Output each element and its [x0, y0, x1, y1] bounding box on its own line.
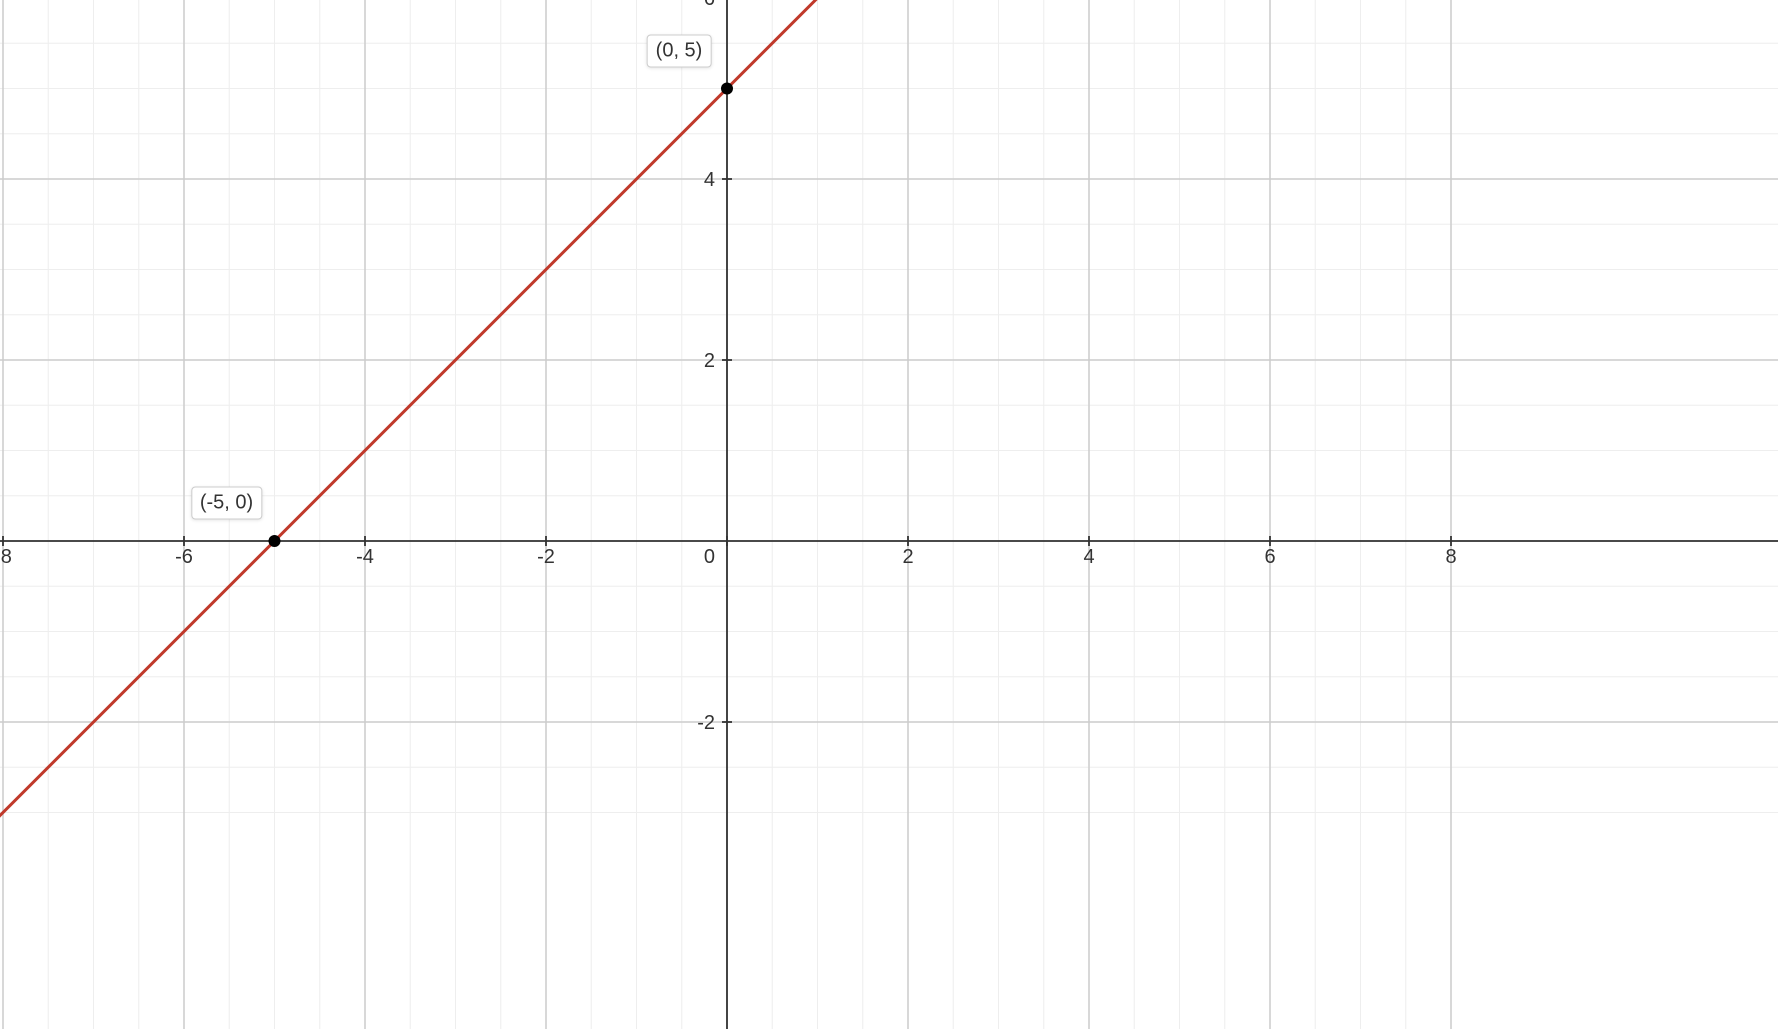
x-tick-label: -6 [175, 546, 193, 568]
plotted-point[interactable] [269, 535, 281, 547]
point-label[interactable]: (0, 5) [647, 34, 712, 67]
y-tick-label: -2 [697, 712, 715, 734]
x-tick-label: 2 [902, 546, 913, 568]
point-label[interactable]: (-5, 0) [191, 487, 262, 520]
x-tick-label: -8 [0, 546, 12, 568]
x-tick-label: -4 [356, 546, 374, 568]
y-tick-label: 6 [704, 0, 715, 10]
x-tick-label: 4 [1083, 546, 1094, 568]
x-tick-label: -2 [537, 546, 555, 568]
chart-container: -8 -6 -4 -2 0 2 4 6 8 -2 2 4 6 (-5, 0) (0, 5) [0, 0, 1778, 1029]
y-tick-label: 2 [704, 350, 715, 372]
coordinate-plane[interactable]: -8 -6 -4 -2 0 2 4 6 8 -2 2 4 6 [0, 0, 1778, 1029]
x-tick-label: 8 [1445, 546, 1456, 568]
x-tick-label: 6 [1264, 546, 1275, 568]
x-tick-label: 0 [704, 546, 715, 568]
plotted-point[interactable] [721, 83, 733, 95]
y-tick-label: 4 [704, 169, 715, 191]
